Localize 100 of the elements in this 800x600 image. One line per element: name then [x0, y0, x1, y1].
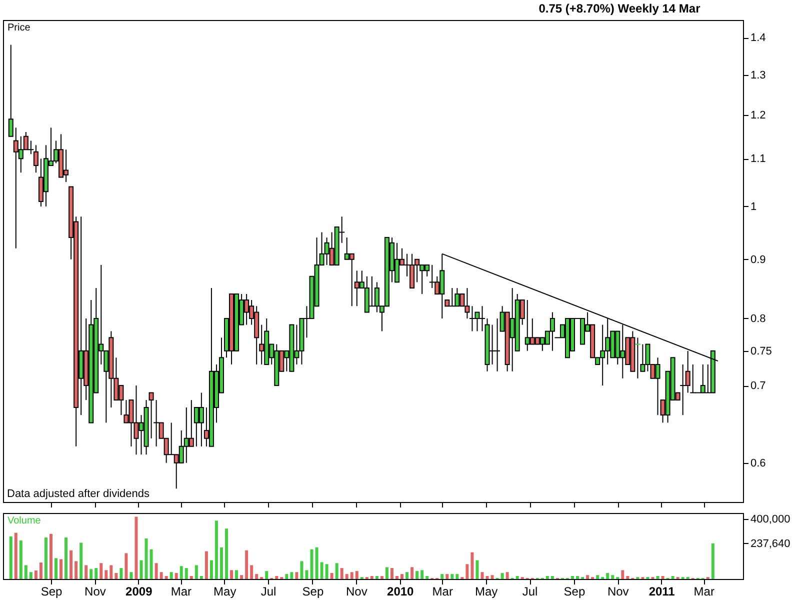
- bar: [64, 537, 68, 579]
- bar: [426, 576, 429, 579]
- bar: [375, 576, 378, 579]
- y-tick-label: 0.75: [750, 345, 772, 358]
- bar: [275, 576, 278, 579]
- y-tick-label: 1.2: [750, 109, 766, 122]
- bar: [184, 568, 188, 579]
- x-tick-label: 2009: [126, 584, 153, 598]
- bar: [671, 576, 674, 579]
- x-tick-label: Sep: [40, 584, 62, 598]
- y-tick-label: 400,000: [750, 514, 790, 526]
- bar: [110, 565, 113, 579]
- bar: [240, 575, 244, 579]
- bar: [14, 532, 18, 579]
- y-tick-label: 0.8: [750, 312, 766, 325]
- x-tick-label: Jul: [522, 584, 538, 598]
- bar: [390, 568, 394, 579]
- y-tick-label: 0.9: [750, 254, 766, 266]
- bar: [340, 568, 344, 579]
- bar: [29, 572, 32, 579]
- bar: [130, 572, 133, 579]
- bar: [39, 562, 42, 579]
- bar: [250, 565, 254, 579]
- x-tick-label: Mar: [170, 584, 192, 598]
- bar: [550, 576, 554, 579]
- candlestick: [680, 364, 686, 416]
- x-tick-label: Sep: [302, 584, 324, 598]
- y-tick-label: 1.3: [750, 69, 766, 82]
- bar: [140, 560, 143, 579]
- x-tick-label: Jul: [260, 584, 276, 598]
- bar: [34, 570, 38, 579]
- bar: [160, 572, 163, 579]
- y-tick-label: 0.7: [750, 380, 766, 392]
- bar: [490, 575, 494, 579]
- x-tick-label: Mar: [432, 584, 453, 598]
- bar: [446, 574, 449, 579]
- bar: [300, 561, 304, 579]
- bar: [84, 565, 88, 579]
- bar: [325, 564, 328, 579]
- bar: [49, 534, 52, 579]
- bar: [80, 542, 83, 579]
- bar: [120, 568, 123, 579]
- bar: [194, 565, 198, 579]
- bar: [170, 572, 173, 579]
- x-tick-label: May: [474, 584, 498, 598]
- x-tick-label: Mar: [694, 584, 714, 598]
- bar: [370, 576, 374, 579]
- bar: [596, 575, 600, 579]
- bar: [305, 570, 308, 579]
- bar: [285, 574, 288, 579]
- bar: [210, 560, 213, 579]
- bar: [225, 528, 228, 579]
- bar: [190, 576, 193, 579]
- x-tick-label: Sep: [564, 584, 586, 598]
- x-tick-label: 2010: [387, 584, 414, 598]
- bar: [94, 568, 98, 579]
- bar: [355, 571, 358, 579]
- bar: [476, 560, 479, 579]
- bar: [406, 572, 409, 579]
- bar: [656, 576, 660, 579]
- bar: [9, 536, 12, 579]
- chart-title: 0.75 (+8.70%) Weekly 14 Mar: [538, 2, 701, 16]
- bar: [44, 537, 48, 579]
- candlestick: [634, 337, 641, 379]
- bar: [611, 575, 614, 579]
- bar: [626, 576, 630, 579]
- bar: [410, 567, 414, 579]
- bar: [661, 576, 664, 579]
- bar: [255, 574, 258, 579]
- bar: [245, 550, 248, 579]
- bar: [456, 574, 459, 579]
- bar: [150, 549, 153, 579]
- bar: [320, 562, 324, 579]
- bar: [470, 552, 474, 579]
- bar: [420, 570, 424, 579]
- bar: [466, 564, 469, 579]
- bar: [516, 576, 519, 579]
- bar: [164, 576, 168, 579]
- bar: [24, 565, 28, 579]
- bar: [711, 543, 714, 579]
- bar: [104, 570, 108, 579]
- bar: [70, 550, 73, 579]
- bar: [180, 566, 183, 579]
- bar: [220, 547, 223, 579]
- bar: [450, 574, 454, 579]
- y-tick-label: 1.1: [750, 153, 766, 166]
- bar: [571, 576, 574, 579]
- bar: [380, 576, 384, 579]
- bar: [230, 570, 234, 579]
- bar: [19, 540, 22, 579]
- bar: [621, 570, 624, 579]
- bar: [345, 574, 348, 579]
- bar: [506, 572, 509, 579]
- bar: [60, 559, 63, 579]
- bar: [265, 571, 268, 579]
- candlestick: [33, 144, 38, 174]
- bar: [440, 574, 444, 579]
- bar: [114, 573, 118, 579]
- y-axis-title: Price: [8, 22, 31, 34]
- candlestick: [489, 324, 496, 365]
